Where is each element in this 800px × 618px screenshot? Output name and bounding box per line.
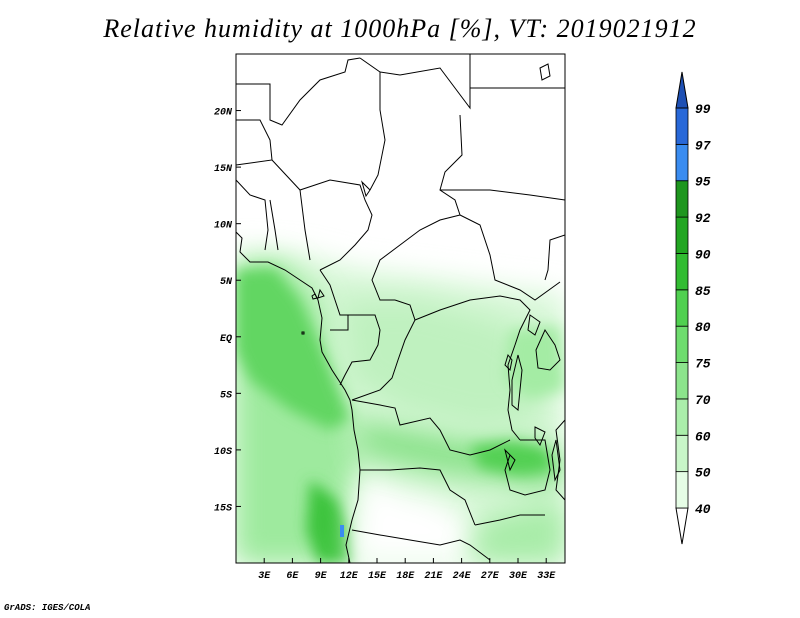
legend-label: 92 — [695, 211, 711, 226]
x-tick-label: 24E — [453, 571, 472, 582]
humidity-region-congo — [340, 300, 540, 430]
legend-swatch — [675, 325, 689, 363]
x-tick-label: 9E — [315, 571, 328, 582]
legend-swatch — [675, 289, 689, 327]
legend-label: 80 — [695, 320, 711, 335]
y-tick-label: 15N — [214, 164, 233, 175]
legend-swatch — [675, 107, 689, 145]
x-tick-label: 12E — [340, 571, 359, 582]
legend-label: 60 — [695, 429, 711, 444]
legend-label: 75 — [695, 357, 711, 372]
y-tick-label: EQ — [220, 334, 232, 345]
humidity-spot-blue — [340, 525, 344, 537]
legend-swatch — [675, 180, 689, 218]
humidity-region-se-corner — [470, 500, 565, 563]
legend-swatch — [675, 253, 689, 291]
y-tick-label: 10N — [214, 221, 233, 232]
map-title: Relative humidity at 1000hPa [%], VT: 20… — [103, 14, 697, 43]
legend-high-triangle — [675, 71, 689, 109]
humidity-region-angola-coast — [306, 480, 352, 563]
legend-label: 90 — [695, 247, 711, 262]
x-axis-ticks: 3E 6E 9E 12E 15E 18E 21E 24E 27E 30E 33E — [258, 558, 556, 582]
y-tick-label: 20N — [214, 108, 233, 119]
coastline-west — [236, 231, 361, 563]
legend-swatch — [675, 434, 689, 473]
x-tick-label: 33E — [537, 571, 556, 582]
credit-text: GrADS: IGES/COLA — [4, 603, 91, 613]
humidity-region-east — [505, 325, 565, 400]
legend-swatch — [675, 471, 689, 509]
legend-label: 50 — [695, 466, 711, 481]
x-tick-label: 3E — [258, 571, 271, 582]
legend-low-triangle — [675, 507, 689, 545]
humidity-field — [236, 54, 565, 563]
color-legend: 40 50 60 70 75 80 85 90 92 95 97 99 — [675, 71, 711, 545]
legend-label: 95 — [695, 175, 711, 190]
map-frame — [235, 53, 566, 564]
legend-swatch — [675, 216, 689, 254]
x-tick-label: 6E — [286, 571, 299, 582]
legend-label: 85 — [695, 284, 711, 299]
x-tick-label: 18E — [396, 571, 415, 582]
y-tick-label: 10S — [214, 447, 232, 458]
x-tick-label: 21E — [424, 571, 443, 582]
x-tick-label: 30E — [509, 571, 528, 582]
x-tick-label: 15E — [368, 571, 387, 582]
y-axis-ticks: 20N 15N 10N 5N EQ 5S 10S 15S — [214, 108, 241, 514]
legend-label: 40 — [695, 502, 711, 517]
humidity-region-dry-south — [350, 470, 475, 563]
legend-label: 97 — [695, 138, 711, 153]
legend-swatch — [675, 143, 689, 182]
y-tick-label: 5S — [220, 390, 232, 401]
legend-label: 99 — [695, 102, 711, 117]
borders — [236, 54, 565, 563]
humidity-region-coastal — [236, 268, 350, 430]
legend-swatch — [675, 362, 689, 400]
y-tick-label: 15S — [214, 503, 232, 514]
legend-swatch — [675, 398, 689, 436]
y-tick-label: 5N — [220, 277, 233, 288]
legend-label: 70 — [695, 393, 711, 408]
x-tick-label: 27E — [481, 571, 500, 582]
